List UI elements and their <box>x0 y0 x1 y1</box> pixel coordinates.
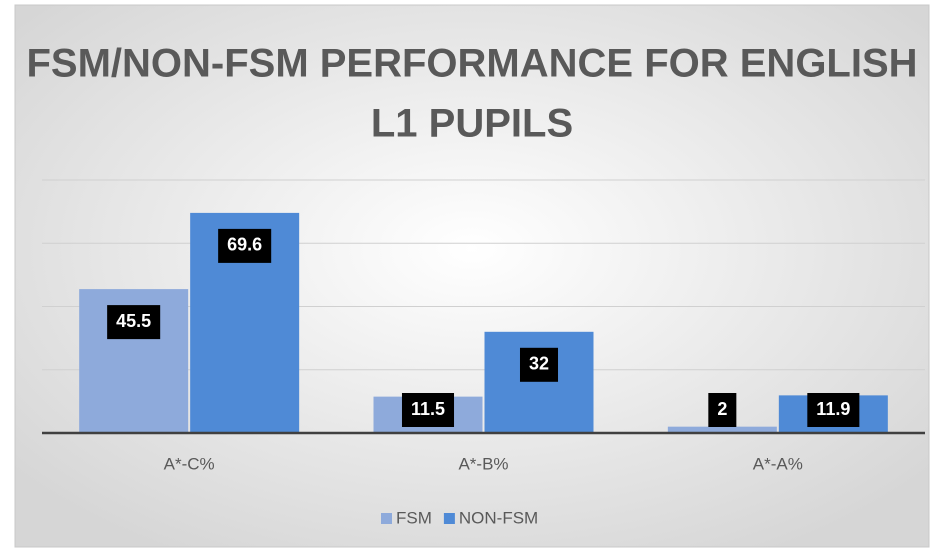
data-label: 69.6 <box>227 235 262 255</box>
data-label: 11.9 <box>816 399 850 419</box>
legend-label: FSM <box>396 508 432 527</box>
bar <box>484 331 594 433</box>
legend-swatch <box>381 513 392 524</box>
data-label-box <box>519 347 559 382</box>
data-label-box <box>708 393 737 427</box>
data-label: 32 <box>529 354 549 374</box>
legend-swatch <box>443 513 455 524</box>
chart-frame <box>14 4 930 548</box>
data-label-box <box>807 393 860 427</box>
data-label-box <box>107 305 161 340</box>
data-label: 11.5 <box>411 399 445 419</box>
bar <box>667 426 777 433</box>
data-label: 45.5 <box>116 311 151 331</box>
x-tick-label: A*-C% <box>164 454 215 473</box>
legend-label: NON-FSM <box>459 508 538 527</box>
chart-title-line: FSM/NON-FSM PERFORMANCE FOR ENGLISH <box>26 42 917 86</box>
x-tick-label: A*-B% <box>458 454 508 473</box>
data-label: 2 <box>717 399 727 419</box>
chart-title-line: L1 PUPILS <box>371 102 573 146</box>
x-tick-label: A*-A% <box>753 454 803 473</box>
data-label-box <box>218 228 272 263</box>
data-label-box <box>401 393 455 427</box>
